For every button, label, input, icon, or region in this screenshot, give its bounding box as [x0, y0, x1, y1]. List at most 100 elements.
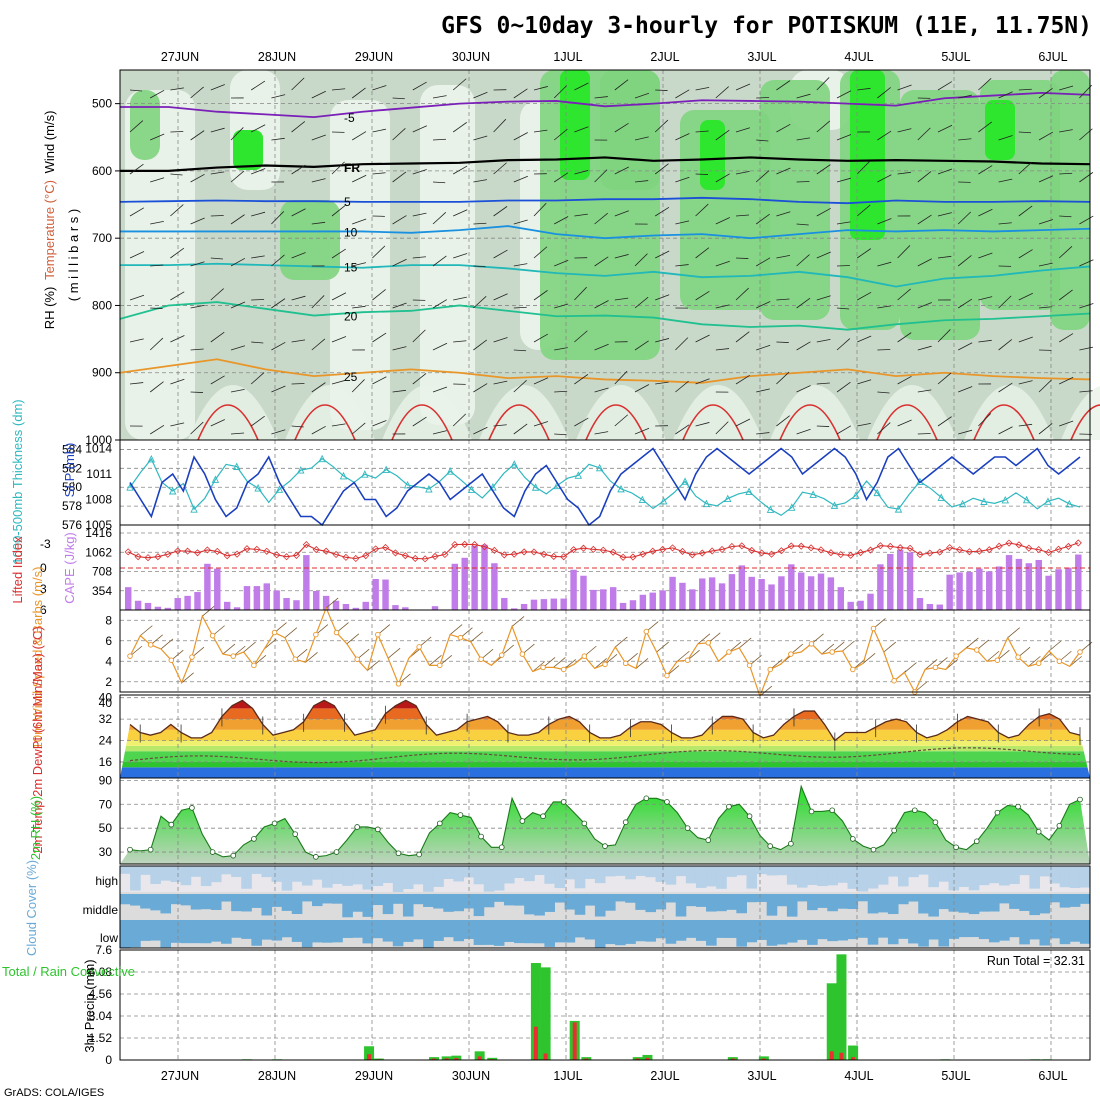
lifted-marker-68 — [797, 542, 805, 550]
wind-barb-198 — [574, 82, 589, 91]
cape-bar-78 — [896, 549, 904, 610]
precip-total-bar-9 — [530, 963, 541, 1060]
cloud-cell-1-84 — [968, 894, 980, 915]
wind-barb-341 — [877, 422, 891, 435]
bottom-date-5: 2JUL — [650, 1069, 679, 1083]
precip-tick-4: 6.08 — [89, 965, 113, 979]
wind-barb-237 — [654, 206, 670, 217]
cloud-cell-2-14 — [261, 920, 273, 940]
cape-bar-9 — [214, 568, 221, 610]
wind10-marker-20 — [333, 629, 340, 636]
wind-barb-356 — [917, 302, 932, 309]
wind-barb-210 — [594, 212, 609, 225]
wind-barb-387 — [998, 91, 1013, 99]
cape-bar-43 — [550, 598, 557, 610]
cloud-cell-1-32 — [443, 894, 454, 912]
wind-barb-136 — [432, 138, 447, 141]
isotherm-3 — [120, 225, 1091, 240]
thickness-marker-36 — [510, 460, 518, 468]
rh-marker-16 — [292, 831, 299, 837]
wind-barb-203 — [574, 286, 587, 301]
cape-bar-47 — [590, 589, 597, 610]
lifted-marker-62 — [738, 542, 746, 550]
cloud-cell-2-60 — [726, 920, 737, 938]
wind-barb-303 — [796, 341, 811, 351]
wind10-marker-34 — [478, 656, 484, 662]
precip-total-bar-2 — [364, 1046, 375, 1060]
cape-bar-22 — [342, 604, 350, 610]
cloud-cell-1-59 — [716, 894, 727, 912]
wind-barb-275 — [735, 287, 749, 301]
wind-barb-172 — [513, 132, 528, 141]
cloud-cell-2-75 — [877, 920, 889, 938]
wind-barb-372 — [957, 211, 972, 225]
cloud-cell-1-30 — [423, 894, 434, 907]
lifted-tick-0: -3 — [40, 537, 51, 551]
cloud-cell-1-47 — [594, 894, 606, 917]
wind10-barb-67 — [821, 643, 835, 655]
wind-barb-184 — [533, 246, 548, 259]
cloud-cell-1-67 — [796, 894, 808, 902]
wind-barb-99 — [351, 87, 366, 99]
wind-barb-276 — [735, 331, 750, 343]
precip-conv-bar-4 — [432, 1058, 437, 1060]
precip-conv-bar-5 — [444, 1058, 449, 1060]
wind-barb-157 — [473, 265, 486, 268]
cloud-cell-2-41 — [534, 920, 545, 944]
cloud-cell-2-8 — [200, 920, 212, 944]
wind-barb-95 — [331, 292, 347, 301]
thickness-marker-42 — [574, 471, 583, 479]
cloud-cell-2-87 — [999, 920, 1010, 941]
thickness-marker-26 — [403, 480, 412, 489]
lifted-marker-93 — [1045, 548, 1053, 557]
wind-barb-396 — [1018, 88, 1032, 91]
cape-bar-93 — [1045, 575, 1052, 610]
lifted-marker-1 — [134, 553, 142, 561]
wind10-barb-59 — [738, 637, 752, 649]
surface-dome-7 — [867, 385, 957, 440]
cloud-cell-1-42 — [544, 894, 555, 912]
cloud-cell-2-91 — [1039, 920, 1051, 946]
wind-barb-240 — [655, 338, 670, 343]
wind10-barb-81 — [966, 637, 979, 649]
thickness-marker-70 — [873, 488, 881, 497]
isotherm-label-6: 25 — [344, 370, 358, 384]
cape-bar-6 — [184, 595, 191, 610]
cloud-cell-2-31 — [433, 920, 444, 941]
lifted-marker-14 — [263, 547, 271, 555]
wind-barb-155 — [473, 179, 487, 183]
lifted-marker-76 — [876, 542, 884, 550]
wind-barb-282 — [755, 213, 770, 225]
wind-barb-255 — [695, 203, 709, 217]
lifted-marker-56 — [678, 547, 687, 556]
wind-barb-52 — [230, 388, 245, 393]
cloud-cover-panel: high middle low — [83, 865, 1091, 949]
isotherm-label-4: 15 — [344, 260, 358, 274]
wind-barb-428 — [1079, 303, 1094, 309]
wind-barb-369 — [958, 94, 972, 99]
thickness-marker-18 — [318, 454, 326, 463]
cloud-cell-1-61 — [736, 894, 747, 914]
wind10-marker-52 — [664, 672, 670, 679]
cape-bar-86 — [976, 568, 983, 610]
cape-bar-64 — [758, 579, 765, 610]
rh-marker-40 — [540, 813, 546, 820]
hot-contour-9 — [1070, 404, 1100, 441]
cloud-cell-2-12 — [241, 920, 252, 939]
wind-barb-88 — [311, 382, 326, 393]
wind10-marker-82 — [973, 647, 980, 653]
cloud-cell-2-39 — [514, 920, 525, 944]
wind-barb-108 — [372, 85, 387, 91]
cloud-cell-2-17 — [291, 920, 303, 942]
wind-barb-139 — [432, 255, 447, 267]
cloud-cell-1-52 — [645, 894, 657, 913]
cape-bar-34 — [461, 557, 468, 610]
wind-barb-249 — [675, 337, 689, 351]
wind-barb-374 — [957, 298, 973, 309]
wind-barb-77 — [291, 295, 306, 301]
cape-bar-69 — [807, 576, 815, 610]
cloud-cell-1-71 — [837, 894, 848, 909]
wind-barb-270 — [735, 83, 751, 91]
rh2m-panel: 30 50 70 90 — [99, 773, 1091, 865]
wind-barb-360 — [937, 81, 952, 91]
